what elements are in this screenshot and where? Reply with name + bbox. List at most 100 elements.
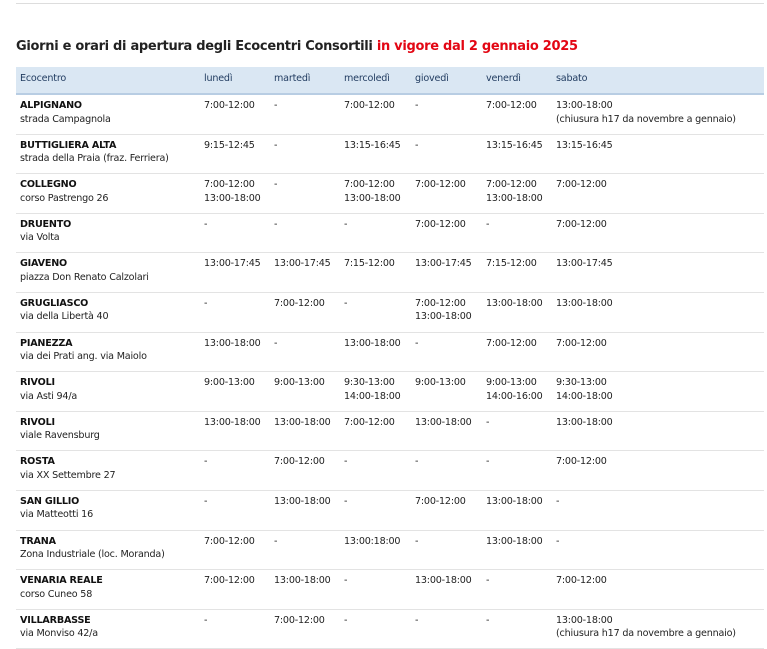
hours-text: 7:00-12:00 bbox=[486, 337, 537, 349]
ecocentro-name: SAN GILLIO bbox=[20, 495, 80, 507]
hours-cell: 7:00-12:00 bbox=[552, 332, 764, 373]
hours-text: - bbox=[486, 218, 490, 230]
hours-text: 13:15-16:45 bbox=[344, 139, 401, 151]
hours-cell: - bbox=[411, 450, 482, 491]
ecocentro-cell: ALPIGNANO strada Campagnola bbox=[16, 94, 200, 135]
title-text: Giorni e orari di apertura degli Ecocent… bbox=[16, 39, 373, 54]
hours-cell: 7:00-12:00 bbox=[270, 292, 340, 333]
ecocentro-name: ROSTA bbox=[20, 456, 55, 468]
hours-text: 7:00-12:00 bbox=[274, 297, 325, 309]
hours-cell: - bbox=[482, 450, 552, 491]
table-row: DRUENTO via Volta - - - 7:00-12:00 - 7:00-12:00 bbox=[16, 213, 764, 254]
ecocentro-address: viale Ravensburg bbox=[20, 430, 100, 442]
ecocentro-cell: VILLARBASSE via Monviso 42/a bbox=[16, 609, 200, 649]
hours-cell: 9:00-13:00 bbox=[411, 371, 482, 412]
hours-text: 13:00-18:00 bbox=[274, 575, 331, 587]
hours-text: 7:15-12:00 bbox=[486, 258, 537, 270]
hours-cell: 13:00-17:45 bbox=[200, 252, 270, 293]
hours-text: 7:00-12:00 bbox=[486, 100, 537, 111]
table-row: VENARIA REALE corso Cuneo 58 7:00-12:00 13:… bbox=[16, 569, 764, 610]
hours-text: 13:00-17:45 bbox=[415, 258, 472, 270]
ecocentro-name: COLLEGNO bbox=[20, 179, 77, 191]
hours-cell: 7:00-12:00 bbox=[200, 569, 270, 610]
hours-cell: - bbox=[482, 213, 552, 254]
hours-text: 13:00-18:00 bbox=[344, 192, 401, 204]
ecocentro-name: VILLARBASSE bbox=[20, 614, 91, 626]
hours-text: - bbox=[204, 614, 208, 626]
table-row: COLLEGNO corso Pastrengo 26 7:00-12:00 13:0… bbox=[16, 173, 764, 214]
hours-cell: 7:00-12:00 bbox=[411, 213, 482, 254]
hours-text: 13:00-18:00 bbox=[486, 495, 543, 507]
hours-text: 7:00-12:00 bbox=[415, 297, 466, 309]
hours-cell: 7:00-12:00 bbox=[552, 213, 764, 254]
hours-cell: 13:00-18:00 bbox=[482, 292, 552, 333]
hours-cell: - bbox=[411, 94, 482, 135]
table-row: TRANA Zona Industriale (loc. Moranda) 7:00… bbox=[16, 530, 764, 571]
hours-cell: 7:00-12:00 bbox=[482, 94, 552, 135]
hours-cell: 7:00-12:00 bbox=[552, 450, 764, 491]
hours-cell: - bbox=[552, 490, 764, 531]
table-row: GRUGLIASCO via della Libertà 40 - 7:00-12:0… bbox=[16, 292, 764, 333]
hours-text: 7:00-12:00 bbox=[204, 535, 255, 547]
hours-text: 14:00-16:00 bbox=[486, 390, 543, 402]
ecocentro-address: via Matteotti 16 bbox=[20, 509, 93, 521]
table-row: RIVOLI viale Ravensburg 13:00-18:00 13:00-1… bbox=[16, 411, 764, 452]
hours-text: - bbox=[486, 575, 490, 587]
hours-text: 7:00-12:00 bbox=[486, 179, 537, 191]
ecocentro-cell: GIAVENO piazza Don Renato Calzolari bbox=[16, 252, 200, 293]
hours-cell: - bbox=[200, 490, 270, 531]
table-row: ALPIGNANO strada Campagnola 7:00-12:00 - 7:0… bbox=[16, 94, 764, 135]
column-header: Ecocentro bbox=[16, 67, 200, 95]
hours-text: - bbox=[556, 535, 560, 547]
title-highlight: in vigore dal 2 gennaio 2025 bbox=[376, 39, 578, 54]
hours-cell: 7:00-12:00 bbox=[200, 530, 270, 571]
hours-cell: 9:15-12:45 bbox=[200, 134, 270, 175]
hours-text: 7:00-12:00 bbox=[415, 179, 466, 191]
hours-cell: 7:00-12:00 bbox=[340, 94, 411, 135]
hours-cell: - bbox=[200, 292, 270, 333]
hours-text: 13:00-18:00 bbox=[556, 614, 613, 626]
ecocentro-name: BUTTIGLIERA ALTA bbox=[20, 139, 117, 151]
hours-cell: 13:00-17:45 bbox=[270, 252, 340, 293]
hours-text: - bbox=[415, 535, 419, 547]
hours-text: 9:00-13:00 bbox=[486, 377, 537, 389]
hours-cell: 13:00-18:00 bbox=[482, 490, 552, 531]
hours-cell: 7:00-12:00 bbox=[552, 569, 764, 610]
ecocentro-cell: RIVOLI via Asti 94/a bbox=[16, 371, 200, 412]
ecocentro-name: RIVOLI bbox=[20, 377, 55, 389]
hours-text: 7:00-12:00 bbox=[556, 179, 607, 191]
ecocentro-address: corso Cuneo 58 bbox=[20, 588, 93, 600]
ecocentro-address: via della Libertà 40 bbox=[20, 311, 109, 323]
hours-cell: 9:30-13:00 14:00-18:00 bbox=[552, 371, 764, 412]
hours-text: - bbox=[274, 179, 278, 191]
hours-cell: 13:15-16:45 bbox=[552, 134, 764, 175]
hours-cell: - bbox=[340, 569, 411, 610]
hours-text: - bbox=[204, 297, 208, 309]
ecocentro-address: strada della Praia (fraz. Ferriera) bbox=[20, 153, 169, 165]
hours-text: 7:00-12:00 bbox=[556, 456, 607, 468]
hours-cell: - bbox=[340, 292, 411, 333]
ecocentro-name: TRANA bbox=[20, 535, 56, 547]
hours-text: 13:00-17:45 bbox=[204, 258, 261, 270]
hours-text: - bbox=[344, 218, 348, 230]
hours-text: - bbox=[415, 614, 419, 626]
hours-text: - bbox=[556, 495, 560, 507]
hours-cell: 13:15-16:45 bbox=[340, 134, 411, 175]
hours-cell: - bbox=[411, 134, 482, 175]
hours-cell: 7:15-12:00 bbox=[340, 252, 411, 293]
hours-text: 13:00:18:00 bbox=[344, 535, 401, 547]
hours-text: 7:00-12:00 bbox=[274, 614, 325, 626]
hours-cell: 7:00-12:00 13:00-18:00 bbox=[200, 173, 270, 214]
hours-cell: - bbox=[411, 530, 482, 571]
hours-text: 7:00-12:00 bbox=[344, 100, 395, 111]
column-header: venerdì bbox=[482, 67, 552, 95]
ecocentro-cell: SAN GILLIO via Matteotti 16 bbox=[16, 490, 200, 531]
hours-cell: 7:00-12:00 bbox=[200, 94, 270, 135]
hours-cell: 13:15-16:45 bbox=[482, 134, 552, 175]
page-title: Giorni e orari di apertura degli Ecocent… bbox=[16, 39, 578, 54]
hours-text: - bbox=[274, 139, 278, 151]
hours-cell: 7:00-12:00 bbox=[411, 173, 482, 214]
hours-text: 7:15-12:00 bbox=[344, 258, 395, 270]
hours-text: (chiusura h17 da novembre a gennaio) bbox=[556, 628, 736, 640]
